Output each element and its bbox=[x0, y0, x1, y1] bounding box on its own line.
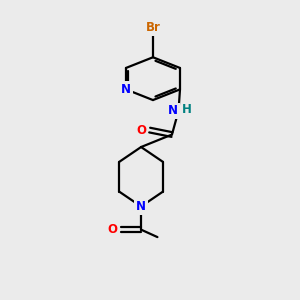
Text: N: N bbox=[121, 83, 131, 96]
Text: Br: Br bbox=[146, 21, 160, 34]
Text: O: O bbox=[107, 223, 118, 236]
Text: N: N bbox=[136, 200, 146, 213]
Text: O: O bbox=[136, 124, 146, 136]
Text: H: H bbox=[182, 103, 192, 116]
Text: N: N bbox=[168, 104, 178, 117]
